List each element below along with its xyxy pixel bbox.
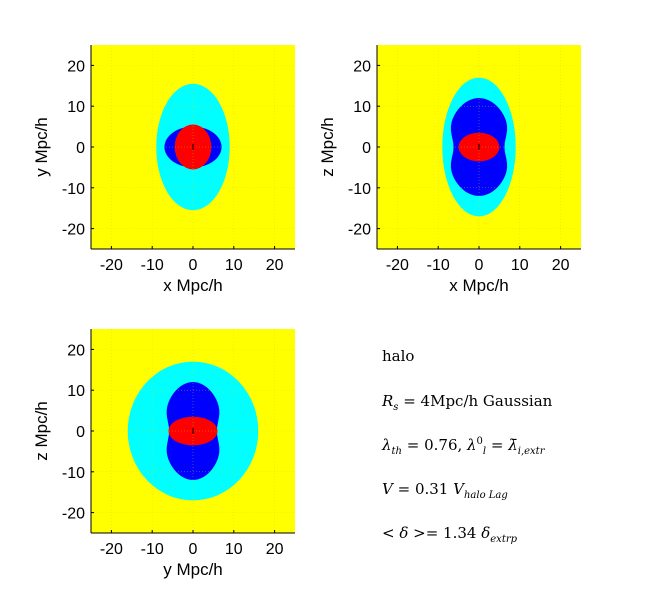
x-tick-label: -20 bbox=[100, 541, 123, 558]
x-axis-label: y Mpc/h bbox=[163, 560, 223, 579]
y-tick-label: -10 bbox=[348, 181, 371, 198]
x-tick-label: 10 bbox=[511, 257, 529, 274]
x-tick-label: 0 bbox=[475, 257, 484, 274]
annotation-r-rest: = 4Mpc/h Gaussian bbox=[398, 392, 553, 410]
annotation-lambda-th: λ bbox=[382, 436, 392, 454]
x-tick-label: -10 bbox=[141, 257, 164, 274]
annotation-r-sub: s bbox=[393, 402, 399, 413]
x-tick-label: -20 bbox=[100, 257, 123, 274]
y-tick-label: -20 bbox=[62, 506, 85, 523]
y-tick-label: 10 bbox=[67, 99, 85, 116]
x-tick-label: 20 bbox=[552, 257, 570, 274]
y-tick-label: 0 bbox=[76, 140, 85, 157]
y-tick-label: 10 bbox=[67, 383, 85, 400]
annotation-delta: < δ >= 1.34 δextrp bbox=[382, 524, 517, 545]
panel-regions bbox=[91, 45, 295, 249]
panel-yz: -20 -10 0 10 20 -20 -10 0 10 20 y Mpc/h z Mpc/h bbox=[32, 329, 295, 579]
x-tick-label: 10 bbox=[225, 257, 243, 274]
x-axis-label: x Mpc/h bbox=[449, 276, 509, 295]
annotation-v-sub: halo Lag bbox=[463, 490, 508, 501]
x-tick-label: 20 bbox=[266, 541, 284, 558]
y-tick-label: -20 bbox=[348, 222, 371, 239]
y-tick-label: -20 bbox=[62, 222, 85, 239]
annotation-volume: V = 0.31 Vhalo Lag bbox=[382, 480, 508, 501]
annotation-v-var2: V bbox=[453, 480, 464, 498]
y-axis-label: y Mpc/h bbox=[32, 117, 51, 177]
y-tick-label: 20 bbox=[67, 58, 85, 75]
y-axis-label: z Mpc/h bbox=[318, 117, 337, 177]
annotation-lambda-l: λ bbox=[467, 436, 477, 454]
annotation-halo: halo bbox=[382, 347, 415, 365]
annotation-equals: = bbox=[486, 436, 509, 454]
x-tick-label: 20 bbox=[266, 257, 284, 274]
y-tick-label: -10 bbox=[62, 181, 85, 198]
annotation-v-var: V bbox=[382, 480, 393, 498]
annotation-lambda-bar: λ̄ bbox=[508, 436, 518, 454]
x-tick-label: -10 bbox=[141, 541, 164, 558]
annotation-title: halo bbox=[382, 347, 414, 365]
y-tick-label: 20 bbox=[353, 58, 371, 75]
annotation-lambda-th-sub: th bbox=[391, 446, 402, 457]
annotation-lambda-l-sup: 0 bbox=[476, 436, 483, 447]
annotation-delta-var: δ bbox=[481, 524, 491, 542]
x-tick-label: -10 bbox=[427, 257, 450, 274]
annotation-delta-sub: extrp bbox=[490, 534, 518, 545]
x-tick-label: 10 bbox=[225, 541, 243, 558]
y-tick-label: -10 bbox=[62, 465, 85, 482]
y-tick-label: 10 bbox=[353, 99, 371, 116]
x-axis-label: x Mpc/h bbox=[163, 276, 223, 295]
annotation-r-var: R bbox=[382, 392, 394, 410]
x-tick-label: 0 bbox=[189, 541, 198, 558]
y-tick-label: 0 bbox=[362, 140, 371, 157]
y-axis-label: z Mpc/h bbox=[32, 401, 51, 461]
annotation-lambda-l-sub: l bbox=[482, 446, 487, 457]
panel-regions bbox=[91, 329, 295, 533]
y-tick-label: 0 bbox=[76, 424, 85, 441]
x-tick-label: 0 bbox=[189, 257, 198, 274]
annotation-delta-mean: < δ > bbox=[382, 524, 426, 542]
annotation-lambda-value: = 0.76, bbox=[401, 436, 468, 454]
panel-xz: -20 -10 0 10 20 -20 -10 0 10 20 x Mpc/h z Mpc/h bbox=[318, 45, 581, 295]
annotation-v-value: = 0.31 bbox=[392, 480, 454, 498]
annotation-smoothing: Rs = 4Mpc/h Gaussian bbox=[382, 392, 552, 413]
panel-regions bbox=[377, 45, 581, 249]
x-tick-label: -20 bbox=[386, 257, 409, 274]
annotation-lambda: λth = 0.76, λ0l = λ̄i,extr bbox=[382, 436, 544, 457]
panel-xy: -20 -10 0 10 20 -20 -10 0 10 20 x Mpc/h y Mpc/h bbox=[32, 45, 295, 295]
annotation-lambda-bar-sub: i,extr bbox=[517, 446, 545, 457]
annotation-delta-value: = 1.34 bbox=[425, 524, 482, 542]
y-tick-label: 20 bbox=[67, 342, 85, 359]
